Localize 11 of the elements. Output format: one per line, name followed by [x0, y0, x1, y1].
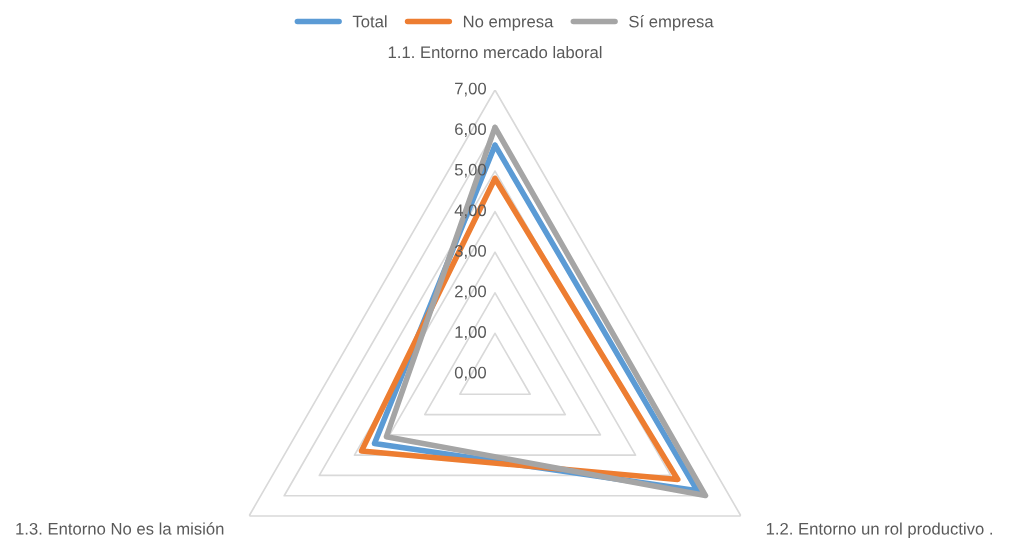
- spoke-label: 1.2. Entorno un rol productivo .: [766, 522, 992, 538]
- y-tick-label: 6,00: [455, 123, 487, 138]
- spoke-label: 1.1. Entorno mercado laboral: [388, 45, 602, 59]
- legend-label: Total: [352, 15, 387, 28]
- y-tick-label: 2,00: [455, 285, 487, 300]
- legend-label: No empresa: [463, 15, 554, 31]
- spoke-label: 1.3. Entorno No es la misión: [16, 522, 224, 535]
- y-tick-label: 0,00: [454, 366, 487, 381]
- legend-label: Sí empresa: [629, 15, 714, 31]
- y-tick-label: 7,00: [455, 82, 487, 97]
- y-tick-label: 1,00: [455, 326, 487, 340]
